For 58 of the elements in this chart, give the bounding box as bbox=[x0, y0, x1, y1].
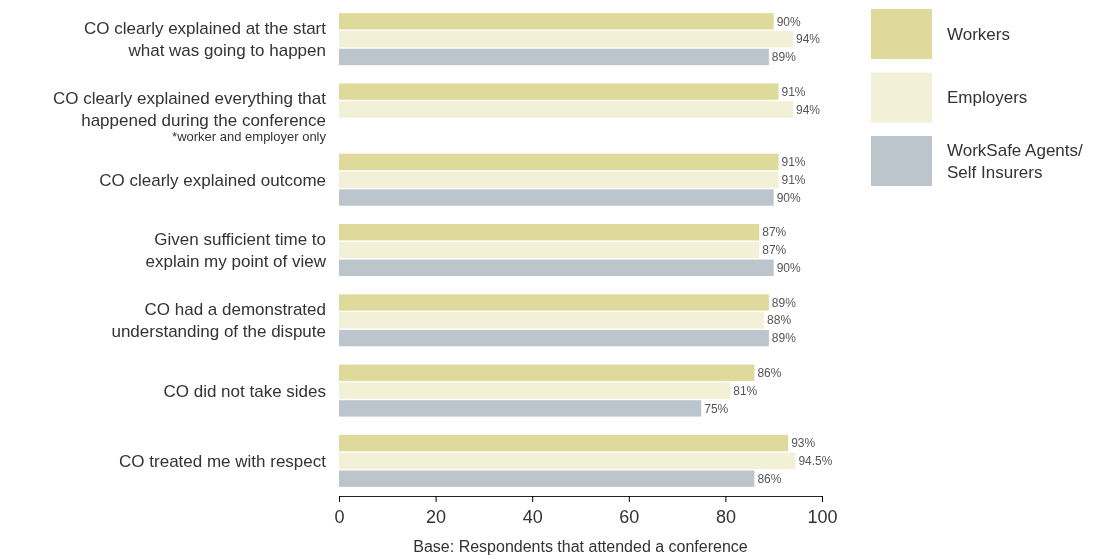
bar bbox=[339, 13, 774, 30]
bar bbox=[339, 452, 796, 470]
bar bbox=[339, 312, 765, 329]
bar bbox=[339, 223, 760, 241]
x-tick-label: 20 bbox=[426, 507, 447, 527]
x-tick-label: 80 bbox=[715, 507, 736, 527]
bar bbox=[339, 153, 779, 171]
data-label: 75% bbox=[704, 401, 729, 416]
y-tick-label: CO clearly explained at the start what was going to happen bbox=[84, 19, 327, 61]
data-label: 93% bbox=[791, 436, 816, 451]
text: *worker and employer only bbox=[172, 128, 327, 144]
bar bbox=[339, 294, 769, 311]
data-label: 87% bbox=[762, 243, 787, 258]
bar bbox=[339, 470, 755, 487]
y-tick-label: CO clearly explained everything that happened during the conference bbox=[52, 89, 327, 131]
data-label: 86% bbox=[757, 365, 782, 380]
y-tick-label: CO treated me with respect bbox=[119, 451, 327, 471]
data-label: 90% bbox=[776, 261, 802, 276]
bar bbox=[339, 400, 702, 417]
data-label: 87% bbox=[762, 225, 787, 240]
y-tick-label: CO did not take sides bbox=[163, 381, 326, 401]
text: WorkSafe Agents/ Self Insurers bbox=[947, 140, 1084, 182]
data-label: 91% bbox=[781, 172, 806, 187]
data-label: 90% bbox=[776, 190, 802, 205]
bar bbox=[339, 382, 731, 399]
data-label: 94.5% bbox=[798, 454, 833, 469]
y-tick-label: CO clearly explained outcome bbox=[99, 170, 326, 190]
data-label: 94% bbox=[796, 102, 821, 117]
x-tick-label: 40 bbox=[522, 507, 543, 527]
text: Employers bbox=[947, 88, 1028, 108]
data-label: 89% bbox=[771, 331, 797, 346]
data-label: 81% bbox=[733, 383, 758, 398]
x-axis-title: Base: Respondents that attended a conference bbox=[413, 538, 748, 555]
bar bbox=[339, 241, 760, 259]
data-label: 94% bbox=[796, 32, 821, 47]
bar bbox=[339, 83, 779, 100]
data-label: 90% bbox=[776, 14, 802, 29]
x-tick-label: 60 bbox=[619, 507, 640, 527]
data-label: 88% bbox=[767, 313, 792, 328]
bar bbox=[339, 434, 789, 452]
data-label: 86% bbox=[757, 471, 782, 486]
bar bbox=[339, 189, 774, 206]
data-label: 89% bbox=[771, 295, 797, 310]
bar bbox=[339, 171, 779, 188]
y-tick-label: CO had a demonstrated understanding of the dispute bbox=[111, 300, 326, 342]
data-label: 91% bbox=[781, 155, 806, 170]
bar bbox=[339, 259, 774, 277]
x-tick-label: 0 bbox=[334, 507, 345, 527]
bar bbox=[339, 101, 794, 118]
bar bbox=[339, 364, 755, 381]
bar bbox=[339, 329, 769, 347]
bar bbox=[339, 48, 769, 66]
x-tick-label: 100 bbox=[807, 507, 838, 527]
bar bbox=[339, 30, 794, 48]
data-label: 89% bbox=[771, 50, 797, 65]
y-tick-label: Given sufficient time to explain my point of view bbox=[145, 229, 327, 271]
data-label: 91% bbox=[781, 84, 806, 99]
text: Workers bbox=[947, 24, 1010, 44]
